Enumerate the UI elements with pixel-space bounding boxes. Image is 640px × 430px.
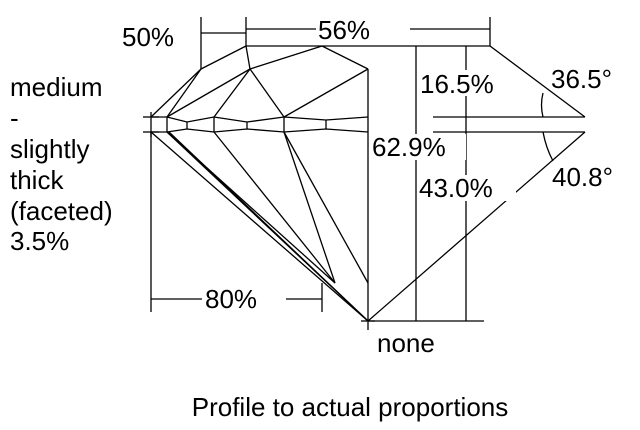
pavilion-angle-label: 40.8°	[552, 162, 613, 192]
pavilion-depth-label: 43.0%	[419, 173, 493, 203]
girdle-line: -	[10, 103, 19, 133]
girdle-line: thick	[10, 165, 64, 195]
girdle-top	[151, 116, 369, 123]
crown-height-label: 16.5%	[420, 69, 494, 99]
girdle-line: (faceted)	[10, 196, 113, 226]
girdle-line: medium	[10, 72, 102, 102]
culet-label: none	[377, 328, 435, 358]
total-depth-label: 62.9%	[372, 132, 446, 162]
girdle-line: slightly	[10, 134, 89, 164]
crown-ratio-label: 50%	[122, 22, 174, 52]
girdle-description: medium - slightly thick (faceted) 3.5%	[10, 72, 113, 256]
lower-half-label: 80%	[205, 284, 257, 314]
diamond-outline	[143, 45, 490, 330]
girdle-line: 3.5%	[10, 226, 69, 256]
girdle-bottom	[151, 128, 369, 133]
table-label: 56%	[318, 15, 370, 45]
caption: Profile to actual proportions	[192, 392, 509, 422]
measurement-labels: 50% 56% 16.5% 36.5° 62.9% 43.0% 40.8° 80…	[122, 15, 613, 358]
crown-angle-label: 36.5°	[551, 64, 612, 94]
